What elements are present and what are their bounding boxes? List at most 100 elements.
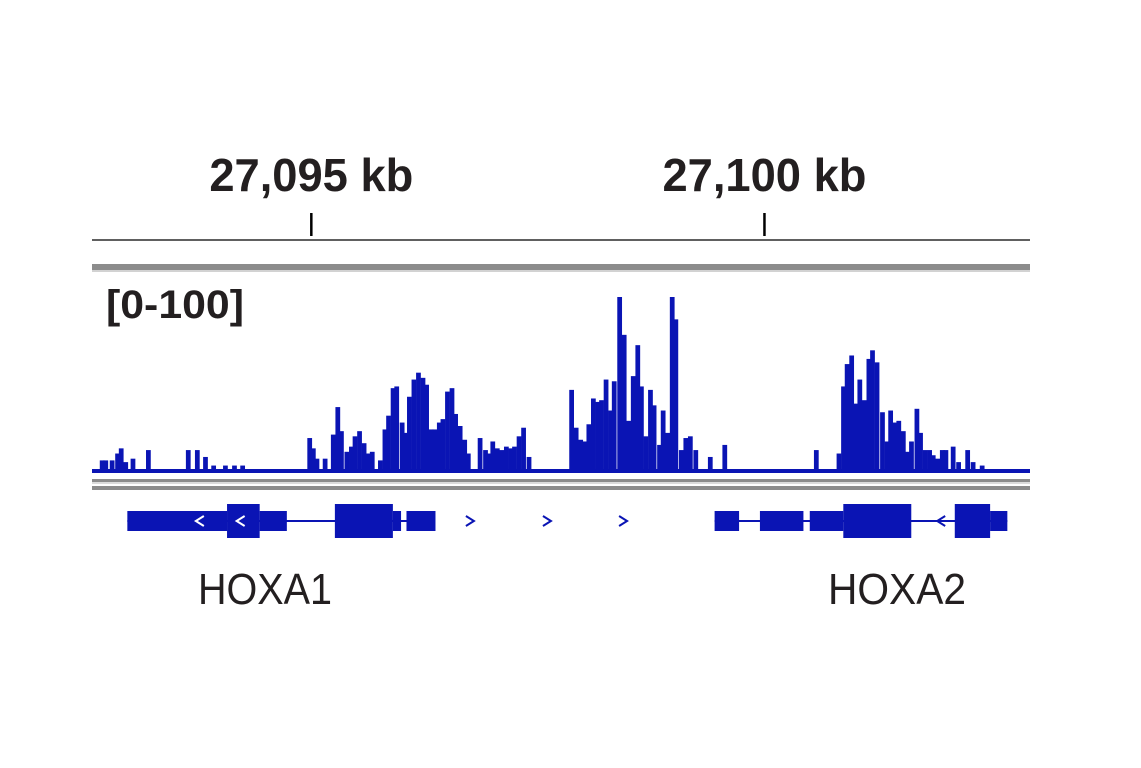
signal-bars [99, 297, 985, 471]
signal-bar [526, 456, 532, 471]
signal-bar [440, 419, 446, 471]
signal-bar [930, 455, 936, 471]
signal-bar [146, 450, 151, 471]
signal-bar [462, 439, 468, 471]
signal-bar [512, 446, 517, 471]
signal-bar [678, 450, 684, 471]
signal-bar [118, 448, 124, 471]
signal-bar [939, 450, 945, 471]
signal-bar [665, 432, 671, 471]
signal-bar [836, 453, 842, 471]
signal-bar [687, 436, 693, 471]
signal-bar [918, 432, 923, 471]
signal-bar [849, 355, 855, 471]
exon-utr [809, 511, 844, 531]
signal-bar [339, 431, 344, 471]
signal-bar [428, 429, 434, 471]
signal-bar [900, 431, 906, 471]
signal-bar [503, 446, 509, 471]
signal-bar [578, 439, 584, 471]
signal-bar [909, 441, 914, 471]
exon-utr [759, 511, 804, 531]
signal-bar [386, 415, 391, 471]
signal-bar [673, 319, 679, 471]
signal-bar [693, 450, 699, 471]
signal-bar [569, 389, 574, 471]
strand-arrow-right-icon [465, 515, 476, 527]
signal-bar [307, 438, 313, 471]
signal-bar [203, 456, 208, 471]
track-separator-bottom [92, 479, 1030, 490]
signal-bar [494, 448, 500, 471]
signal-bar [970, 462, 976, 471]
signal-bar [211, 465, 217, 471]
signal-bar [357, 431, 362, 471]
signal-bar [896, 420, 902, 471]
signal-bar [586, 424, 592, 471]
signal-bar [943, 450, 949, 471]
signal-bar [352, 436, 358, 471]
strand-arrow-left-icon [935, 515, 946, 527]
gene-label-hoxa2: HOXA2 [828, 565, 966, 614]
gene-model-hoxa1 [127, 504, 436, 538]
signal-bar [521, 427, 526, 471]
gene-annotation-track [127, 504, 1008, 538]
signal-bar [382, 429, 388, 471]
signal-bar [99, 460, 105, 471]
signal-bar [407, 396, 412, 471]
signal-bar [870, 350, 875, 471]
signal-bar [905, 451, 911, 471]
signal-bar [349, 446, 354, 471]
signal-bar [573, 427, 579, 471]
signal-bar [621, 334, 627, 471]
signal-bar [109, 460, 115, 471]
signal-bar [581, 441, 587, 471]
exon-coding [954, 504, 991, 538]
signal-bar [223, 465, 228, 471]
signal-bar [683, 438, 689, 471]
signal-bar [403, 432, 409, 471]
signal-bar [424, 384, 429, 471]
signal-bar [490, 441, 496, 471]
signal-bar [608, 410, 613, 471]
signal-bar [516, 436, 522, 471]
chip-seq-signal-track: [0-100] [92, 283, 1030, 473]
signal-bar [611, 381, 617, 471]
signal-bar [310, 448, 316, 471]
signal-bar [369, 451, 375, 471]
gene-model-hoxa2 [714, 504, 1008, 538]
exon-utr [990, 511, 1008, 531]
signal-bar [240, 465, 246, 471]
signal-bar [880, 412, 885, 471]
signal-bar [194, 450, 200, 471]
signal-bar [344, 451, 350, 471]
signal-bar [922, 450, 928, 471]
signal-bar [115, 453, 120, 471]
signal-bar [643, 436, 649, 471]
signal-bar [378, 460, 383, 471]
signal-bar [322, 458, 328, 471]
signal-bar [445, 391, 450, 471]
signal-bar [416, 372, 421, 471]
signal-bar [617, 297, 623, 471]
signal-bar [399, 422, 405, 471]
signal-bar [857, 379, 863, 471]
signal-bar [499, 450, 505, 471]
exon-utr [259, 511, 287, 531]
exon-utr [392, 511, 402, 531]
signal-bar [394, 386, 400, 471]
signal-bar [979, 465, 985, 471]
signal-bar [892, 422, 898, 471]
signal-bar [884, 441, 890, 471]
signal-bar [630, 376, 636, 471]
exon-coding [843, 504, 912, 538]
signal-bar [130, 458, 136, 471]
signal-bar [361, 443, 367, 471]
signal-bar [103, 460, 109, 471]
signal-bar [432, 429, 438, 471]
signal-bar [457, 426, 463, 471]
exon-coding [227, 504, 260, 538]
signal-bar [935, 458, 941, 471]
